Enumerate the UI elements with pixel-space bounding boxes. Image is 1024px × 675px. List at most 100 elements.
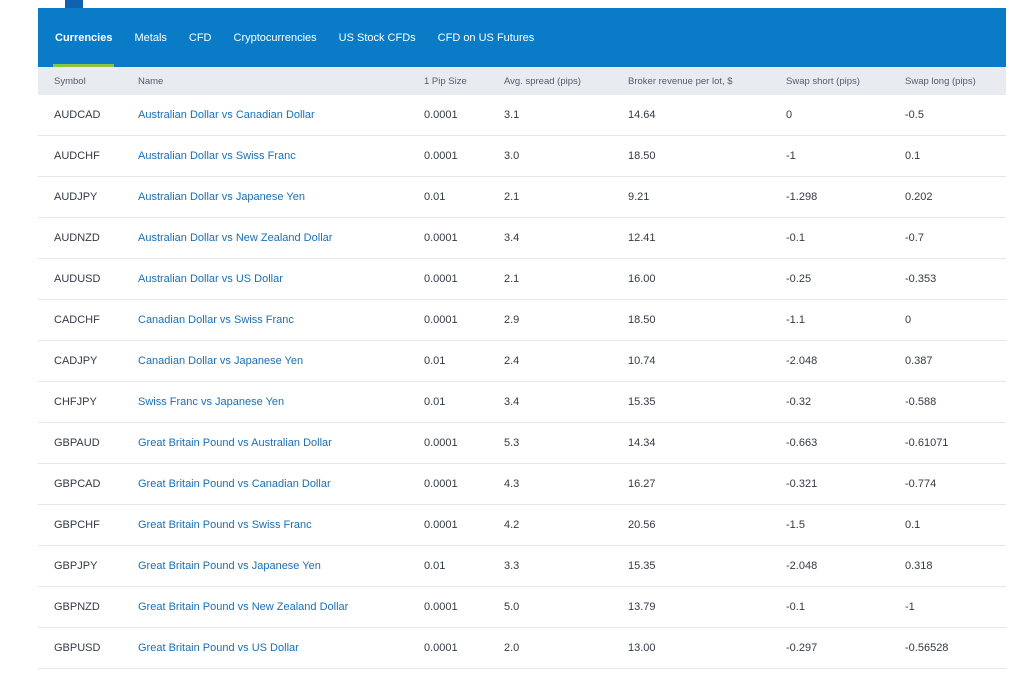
broker-revenue-cell: 18.50 [628,314,656,326]
broker-revenue-cell: 12.41 [628,232,656,244]
symbol-cell: GBPCHF [54,519,100,531]
avg-spread-cell: 3.1 [504,109,520,121]
column-header-swap-short: Swap short (pips) [786,75,860,87]
symbol-cell: GBPCAD [54,478,101,490]
avg-spread-cell: 2.4 [504,355,520,367]
pip-size-cell: 0.01 [424,396,446,408]
table-row: GBPAUD Great Britain Pound vs Australian … [38,423,1006,464]
pip-size-cell: 0.0001 [424,437,458,449]
tab-currencies[interactable]: Currencies [44,8,123,67]
pip-size-cell: 0.0001 [424,109,458,121]
name-link[interactable]: Great Britain Pound vs Swiss Franc [138,519,312,531]
broker-revenue-cell: 16.27 [628,478,656,490]
swap-long-cell: -0.5 [905,109,924,121]
table-row: AUDCAD Australian Dollar vs Canadian Doll… [38,95,1006,136]
name-link[interactable]: Great Britain Pound vs Canadian Dollar [138,478,331,490]
name-link[interactable]: Canadian Dollar vs Swiss Franc [138,314,294,326]
swap-long-cell: 0.318 [905,560,933,572]
pip-size-cell: 0.0001 [424,273,458,285]
swap-long-cell: -0.7 [905,232,924,244]
name-link[interactable]: Great Britain Pound vs New Zealand Dolla… [138,601,349,613]
name-link[interactable]: Canadian Dollar vs Japanese Yen [138,355,304,367]
pip-size-cell: 0.0001 [424,642,458,654]
swap-long-cell: -0.56528 [905,642,949,654]
column-header-avg-spread: Avg. spread (pips) [504,75,581,87]
swap-long-cell: 0.1 [905,519,921,531]
tab-metals[interactable]: Metals [134,31,167,44]
name-link[interactable]: Australian Dollar vs New Zealand Dollar [138,232,333,244]
broker-revenue-cell: 9.21 [628,191,650,203]
swap-long-cell: 0.1 [905,150,921,162]
table-header: Symbol Name 1 Pip Size Avg. spread (pips… [38,67,1006,95]
broker-revenue-cell: 13.79 [628,601,656,613]
column-header-broker-revenue: Broker revenue per lot, $ [628,75,733,87]
swap-short-cell: -0.663 [786,437,818,449]
avg-spread-cell: 3.3 [504,560,520,572]
tab-cryptocurrencies[interactable]: Cryptocurrencies [233,31,317,44]
pip-size-cell: 0.0001 [424,478,458,490]
pip-size-cell: 0.01 [424,355,446,367]
swap-long-cell: -1 [905,601,915,613]
name-link[interactable]: Great Britain Pound vs Japanese Yen [138,560,321,572]
swap-short-cell: -0.321 [786,478,818,490]
table-row: GBPUSD Great Britain Pound vs US Dollar 0.… [38,628,1006,669]
swap-long-cell: 0 [905,314,912,326]
broker-revenue-cell: 10.74 [628,355,656,367]
avg-spread-cell: 2.1 [504,191,520,203]
name-link[interactable]: Swiss Franc vs Japanese Yen [138,396,285,408]
symbol-cell: GBPJPY [54,560,98,572]
avg-spread-cell: 5.3 [504,437,520,449]
symbol-cell: AUDUSD [54,273,101,285]
swap-long-cell: -0.353 [905,273,937,285]
tab-us-stock-cfds[interactable]: US Stock CFDs [338,31,416,44]
avg-spread-cell: 2.9 [504,314,520,326]
symbol-cell: GBPUSD [54,642,101,654]
swap-long-cell: -0.588 [905,396,937,408]
swap-short-cell: -1.1 [786,314,805,326]
avg-spread-cell: 4.2 [504,519,520,531]
column-header-pip-size: 1 Pip Size [424,75,467,87]
name-link[interactable]: Australian Dollar vs Japanese Yen [138,191,305,203]
symbol-cell: AUDCHF [54,150,100,162]
swap-long-cell: 0.202 [905,191,933,203]
tab-cfd[interactable]: CFD [188,31,212,44]
broker-revenue-cell: 14.34 [628,437,656,449]
avg-spread-cell: 2.0 [504,642,520,654]
swap-short-cell: -1 [786,150,796,162]
swap-short-cell: 0 [786,109,793,121]
table-row: GBPNZD Great Britain Pound vs New Zealand… [38,587,1006,628]
name-link[interactable]: Australian Dollar vs Swiss Franc [138,150,296,162]
swap-long-cell: 0.387 [905,355,933,367]
swap-short-cell: -0.1 [786,232,805,244]
swap-short-cell: -0.25 [786,273,812,285]
avg-spread-cell: 4.3 [504,478,520,490]
broker-revenue-cell: 14.64 [628,109,656,121]
table-row: AUDUSD Australian Dollar vs US Dollar 0.00… [38,259,1006,300]
pip-size-cell: 0.0001 [424,232,458,244]
broker-revenue-cell: 15.35 [628,396,656,408]
table-row: CADJPY Canadian Dollar vs Japanese Yen 0.0… [38,341,1006,382]
swap-long-cell: -0.774 [905,478,937,490]
tab-cfd-on-us-futures[interactable]: CFD on US Futures [437,31,535,44]
broker-revenue-cell: 20.56 [628,519,656,531]
swap-short-cell: -1.5 [786,519,805,531]
instrument-tabs: Currencies Metals CFD Cryptocurrencies U… [38,8,1006,67]
swap-short-cell: -0.32 [786,396,812,408]
swap-short-cell: -2.048 [786,560,818,572]
name-link[interactable]: Great Britain Pound vs Australian Dollar [138,437,332,449]
avg-spread-cell: 3.0 [504,150,520,162]
symbol-cell: GBPNZD [54,601,100,613]
table-row: GBPJPY Great Britain Pound vs Japanese Ye… [38,546,1006,587]
name-link[interactable]: Australian Dollar vs US Dollar [138,273,283,285]
broker-revenue-cell: 13.00 [628,642,656,654]
symbol-cell: AUDJPY [54,191,98,203]
name-link[interactable]: Great Britain Pound vs US Dollar [138,642,299,654]
avg-spread-cell: 5.0 [504,601,520,613]
table-body: AUDCAD Australian Dollar vs Canadian Doll… [38,95,1006,669]
column-header-name: Name [138,75,164,87]
pip-size-cell: 0.01 [424,191,446,203]
symbol-cell: GBPAUD [54,437,100,449]
swap-short-cell: -0.1 [786,601,805,613]
pip-size-cell: 0.01 [424,560,446,572]
name-link[interactable]: Australian Dollar vs Canadian Dollar [138,109,315,121]
